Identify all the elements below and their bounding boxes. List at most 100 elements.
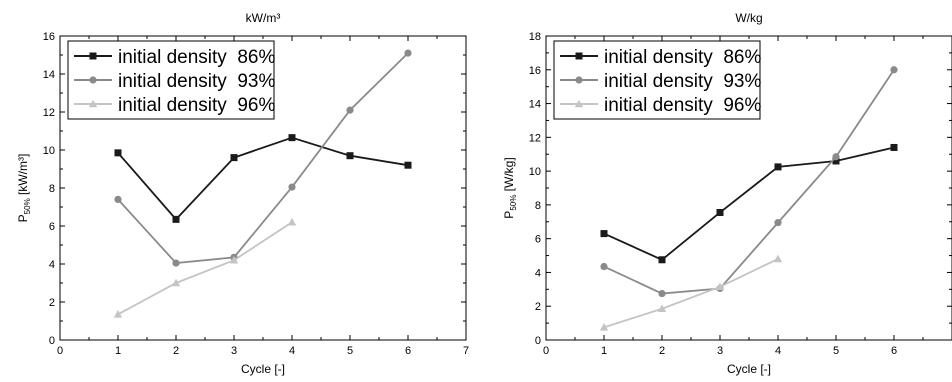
data-point — [832, 157, 840, 165]
series-0 — [114, 134, 412, 223]
x-tick-label: 5 — [347, 345, 353, 357]
x-tick-label: 0 — [57, 345, 63, 357]
y-tick-label: 16 — [529, 65, 541, 77]
data-point — [114, 195, 122, 203]
y-label-base: P — [16, 214, 30, 222]
data-point — [404, 161, 412, 169]
data-point — [114, 149, 122, 157]
y-tick-label: 8 — [535, 200, 541, 212]
data-point — [890, 66, 898, 74]
y-tick-label: 6 — [49, 221, 55, 233]
y-tick-label: 0 — [49, 335, 55, 347]
legend-label: initial density 96% — [118, 95, 275, 116]
x-tick-label: 4 — [289, 345, 295, 357]
y-tick-label: 2 — [535, 301, 541, 313]
y-label-subscript: 50% — [509, 195, 518, 211]
data-point — [346, 152, 354, 160]
data-point — [230, 154, 238, 162]
x-tick-label: 3 — [231, 345, 237, 357]
x-axis-label: Cycle [-] — [727, 362, 771, 376]
y-tick-label: 2 — [49, 297, 55, 309]
legend-marker — [575, 76, 583, 84]
y-tick-label: 12 — [529, 132, 541, 144]
x-tick-label: 2 — [173, 345, 179, 357]
data-point — [657, 304, 667, 313]
y-tick-label: 14 — [43, 69, 55, 81]
y-label-subscript: 50% — [23, 198, 32, 214]
data-point — [890, 143, 898, 151]
x-tick-label: 6 — [891, 345, 897, 357]
y-tick-label: 10 — [43, 145, 55, 157]
x-tick-label: 2 — [659, 345, 665, 357]
series-0 — [600, 143, 898, 264]
legend-marker — [575, 52, 583, 60]
data-point — [172, 259, 180, 267]
x-tick-label: 3 — [717, 345, 723, 357]
legend-marker — [89, 52, 97, 60]
data-point — [658, 256, 666, 264]
y-axis-label: P50% [W/kg] — [502, 157, 518, 218]
data-point — [600, 262, 608, 271]
data-point — [774, 219, 782, 227]
series-line — [117, 52, 409, 264]
chart-title: kW/m³ — [246, 11, 281, 25]
legend-label: initial density 96% — [604, 95, 761, 116]
data-point — [715, 282, 725, 291]
y-tick-label: 18 — [529, 31, 541, 43]
x-tick-label: 1 — [601, 345, 607, 357]
y-label-unit: [kW/m³] — [16, 154, 30, 199]
y-tick-label: 14 — [529, 99, 541, 111]
y-tick-label: 12 — [43, 107, 55, 119]
x-tick-label: 5 — [833, 345, 839, 357]
y-label-base: P — [502, 211, 516, 219]
data-point — [404, 49, 412, 57]
series-line — [603, 258, 779, 329]
series-2 — [113, 217, 297, 318]
y-tick-label: 6 — [535, 234, 541, 246]
y-label-unit: [W/kg] — [502, 157, 516, 194]
data-point — [658, 289, 666, 298]
y-tick-label: 16 — [43, 31, 55, 43]
legend-marker — [88, 99, 98, 108]
data-point — [229, 255, 239, 264]
legend-label: initial density 93% — [604, 71, 761, 92]
data-point — [600, 230, 608, 238]
y-tick-label: 8 — [49, 183, 55, 195]
y-tick-label: 0 — [535, 335, 541, 347]
data-point — [773, 254, 783, 263]
legend-label: initial density 93% — [118, 71, 275, 92]
data-point — [287, 217, 297, 226]
data-point — [346, 106, 354, 114]
legend-label: initial density 86% — [604, 47, 761, 68]
legend: initial density 86% initial density 93% in… — [67, 40, 275, 120]
y-tick-label: 10 — [529, 166, 541, 178]
y-tick-label: 4 — [49, 259, 55, 271]
series-line — [117, 136, 409, 221]
series-line — [117, 221, 293, 316]
x-tick-label: 6 — [405, 345, 411, 357]
data-point — [113, 310, 123, 318]
x-tick-label: 7 — [463, 345, 469, 357]
legend-marker — [89, 76, 97, 84]
data-point — [774, 163, 782, 171]
x-tick-label: 0 — [543, 345, 549, 357]
data-point — [172, 215, 180, 223]
legend-marker — [574, 99, 584, 108]
data-point — [832, 153, 840, 161]
y-axis-label: P50% [kW/m³] — [16, 154, 32, 223]
data-point — [599, 323, 609, 331]
series-line — [603, 146, 895, 261]
chart-title: W/kg — [735, 11, 762, 25]
data-point — [288, 183, 296, 191]
y-tick-label: 4 — [535, 267, 541, 279]
x-tick-label: 1 — [115, 345, 121, 357]
legend: initial density 86% initial density 93% in… — [553, 40, 761, 120]
x-tick-label: 4 — [775, 345, 781, 357]
x-axis-label: Cycle [-] — [241, 362, 285, 376]
data-point — [288, 134, 296, 142]
data-point — [716, 208, 724, 216]
legend-label: initial density 86% — [118, 47, 275, 68]
